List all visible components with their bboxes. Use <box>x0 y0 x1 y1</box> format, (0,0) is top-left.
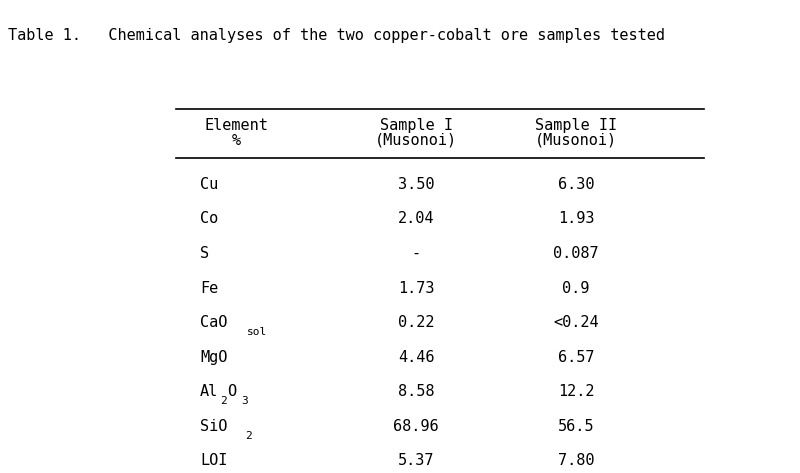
Text: Table 1.   Chemical analyses of the two copper-cobalt ore samples tested: Table 1. Chemical analyses of the two co… <box>8 28 665 44</box>
Text: 12.2: 12.2 <box>558 384 594 399</box>
Text: 68.96: 68.96 <box>393 419 439 434</box>
Text: 7.80: 7.80 <box>558 453 594 468</box>
Text: 5.37: 5.37 <box>398 453 434 468</box>
Text: Sample II: Sample II <box>535 118 617 133</box>
Text: CaO: CaO <box>200 315 227 330</box>
Text: %: % <box>231 133 241 148</box>
Text: (Musonoi): (Musonoi) <box>375 133 457 148</box>
Text: O: O <box>227 384 236 399</box>
Text: 0.087: 0.087 <box>553 246 599 261</box>
Text: 4.46: 4.46 <box>398 350 434 365</box>
Text: -: - <box>411 246 421 261</box>
Text: 6.57: 6.57 <box>558 350 594 365</box>
Text: Sample I: Sample I <box>379 118 453 133</box>
Text: 56.5: 56.5 <box>558 419 594 434</box>
Text: Cu: Cu <box>200 177 218 192</box>
Text: 0.22: 0.22 <box>398 315 434 330</box>
Text: S: S <box>200 246 209 261</box>
Text: 2: 2 <box>220 396 226 406</box>
Text: sol: sol <box>247 327 267 337</box>
Text: Element: Element <box>204 118 268 133</box>
Text: (Musonoi): (Musonoi) <box>535 133 617 148</box>
Text: Al: Al <box>200 384 218 399</box>
Text: 0.9: 0.9 <box>562 280 590 296</box>
Text: 3.50: 3.50 <box>398 177 434 192</box>
Text: Fe: Fe <box>200 280 218 296</box>
Text: SiO: SiO <box>200 419 227 434</box>
Text: <0.24: <0.24 <box>553 315 599 330</box>
Text: 1.93: 1.93 <box>558 211 594 227</box>
Text: 1.73: 1.73 <box>398 280 434 296</box>
Text: 2: 2 <box>246 430 252 441</box>
Text: LOI: LOI <box>200 453 227 468</box>
Text: 2.04: 2.04 <box>398 211 434 227</box>
Text: MgO: MgO <box>200 350 227 365</box>
Text: 8.58: 8.58 <box>398 384 434 399</box>
Text: 3: 3 <box>242 396 248 406</box>
Text: 6.30: 6.30 <box>558 177 594 192</box>
Text: Co: Co <box>200 211 218 227</box>
